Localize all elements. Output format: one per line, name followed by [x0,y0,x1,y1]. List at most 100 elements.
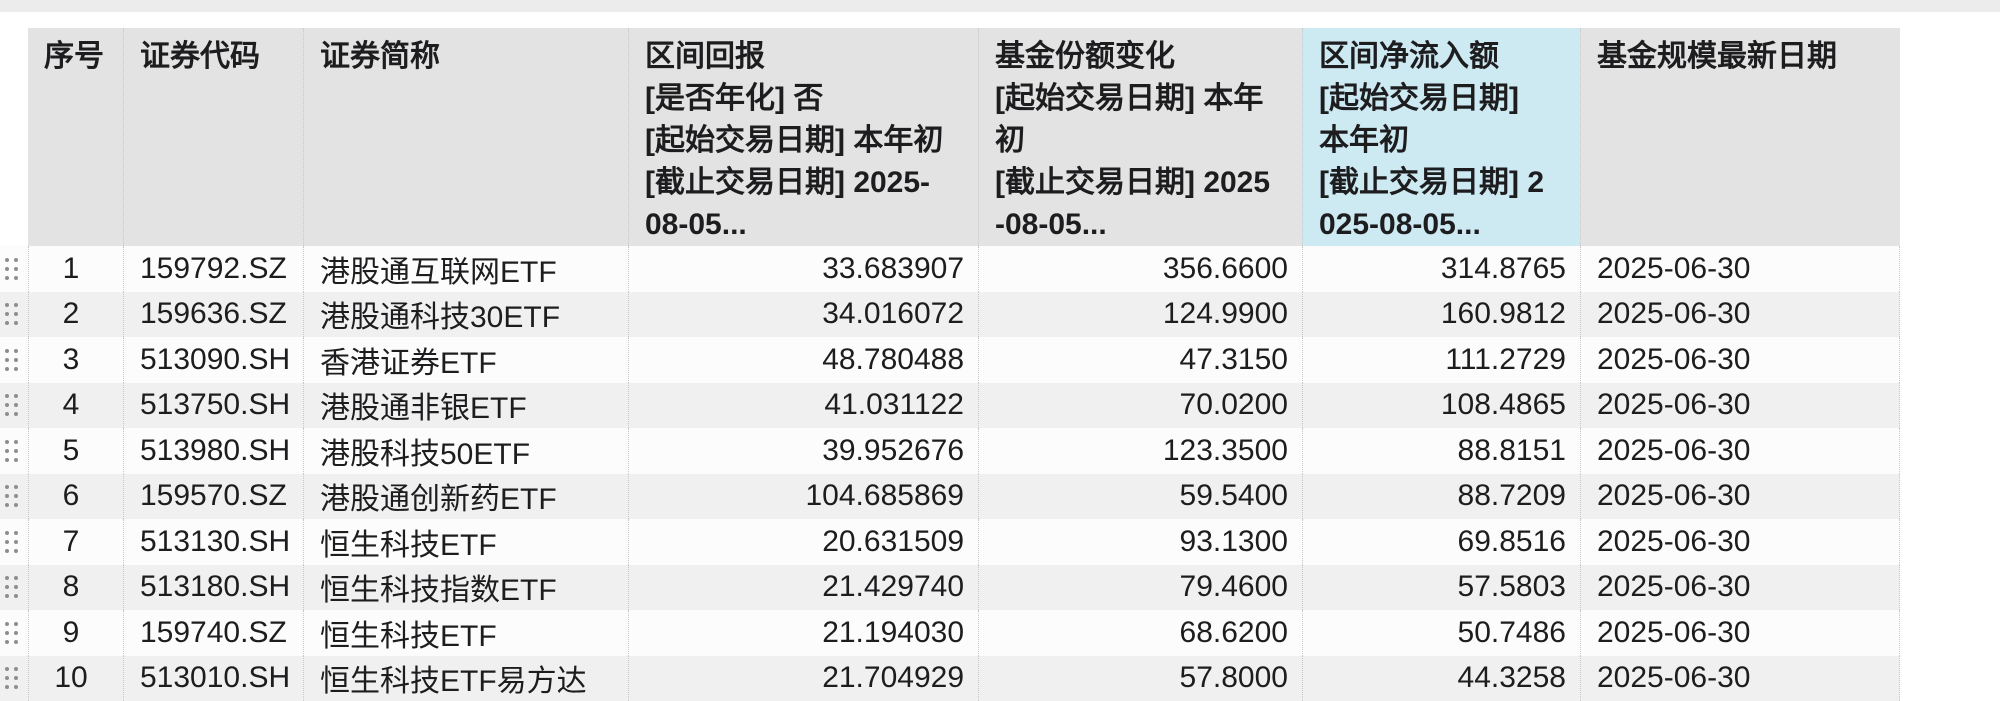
cell-code[interactable]: 513090.SH [123,337,303,383]
cell-index: 3 [28,337,123,383]
cell-scale-date: 2025-06-30 [1580,610,1900,656]
cell-net-inflow: 44.3258 [1302,655,1580,701]
cell-name[interactable]: 恒生科技ETF [303,519,628,565]
cell-code[interactable]: 159570.SZ [123,473,303,519]
cell-code[interactable]: 513130.SH [123,519,303,565]
cell-return: 104.685869 [628,473,978,519]
drag-handle-icon [5,439,18,462]
drag-handle-icon [5,257,18,280]
cell-name[interactable]: 香港证券ETF [303,337,628,383]
col-header-code[interactable]: 证券代码 [123,28,303,246]
cell-name[interactable]: 港股通科技30ETF [303,291,628,337]
table-row[interactable]: 10 513010.SH 恒生科技ETF易方达 21.704929 57.800… [0,655,1900,701]
cell-index: 9 [28,610,123,656]
cell-index: 6 [28,473,123,519]
drag-handle-icon [5,348,18,371]
cell-index: 5 [28,428,123,474]
drag-handle-icon [5,303,18,326]
cell-share-change: 124.9900 [978,291,1302,337]
cell-code[interactable]: 159740.SZ [123,610,303,656]
col-header-scale-date[interactable]: 基金规模最新日期 [1580,28,1900,246]
cell-scale-date: 2025-06-30 [1580,519,1900,565]
cell-index: 1 [28,246,123,292]
col-header-name[interactable]: 证券简称 [303,28,628,246]
table-body: 1 159792.SZ 港股通互联网ETF 33.683907 356.6600… [0,246,1900,701]
drag-handle[interactable] [0,292,28,338]
cell-return: 33.683907 [628,246,978,292]
cell-return: 21.704929 [628,655,978,701]
cell-name[interactable]: 港股通非银ETF [303,382,628,428]
cell-name[interactable]: 港股通创新药ETF [303,473,628,519]
cell-net-inflow: 69.8516 [1302,519,1580,565]
cell-share-change: 57.8000 [978,655,1302,701]
cell-name[interactable]: 恒生科技ETF [303,610,628,656]
cell-scale-date: 2025-06-30 [1580,246,1900,292]
drag-handle[interactable] [0,656,28,701]
table-header: 序号 证券代码 证券简称 区间回报 [是否年化] 否 [起始交易日期] 本年初 … [0,28,1900,246]
cell-net-inflow: 111.2729 [1302,337,1580,383]
toolbar-bottom-strip [0,0,2000,12]
drag-handle-icon [5,394,18,417]
cell-index: 8 [28,564,123,610]
cell-return: 39.952676 [628,428,978,474]
cell-code[interactable]: 513180.SH [123,564,303,610]
drag-handle-icon [5,485,18,508]
cell-scale-date: 2025-06-30 [1580,291,1900,337]
cell-index: 7 [28,519,123,565]
drag-handle[interactable] [0,565,28,611]
drag-handle[interactable] [0,428,28,474]
cell-net-inflow: 108.4865 [1302,382,1580,428]
drag-handle-icon [5,576,18,599]
drag-handle-icon [5,621,18,644]
cell-index: 2 [28,291,123,337]
cell-scale-date: 2025-06-30 [1580,428,1900,474]
drag-handle-icon [5,530,18,553]
cell-scale-date: 2025-06-30 [1580,564,1900,610]
drag-handle[interactable] [0,246,28,292]
cell-name[interactable]: 港股科技50ETF [303,428,628,474]
etf-fund-table: 序号 证券代码 证券简称 区间回报 [是否年化] 否 [起始交易日期] 本年初 … [0,28,1900,701]
cell-code[interactable]: 159792.SZ [123,246,303,292]
cell-net-inflow: 57.5803 [1302,564,1580,610]
table-row[interactable]: 1 159792.SZ 港股通互联网ETF 33.683907 356.6600… [0,246,1900,292]
table-row[interactable]: 4 513750.SH 港股通非银ETF 41.031122 70.0200 1… [0,382,1900,429]
col-header-share-change[interactable]: 基金份额变化 [起始交易日期] 本年 初 [截止交易日期] 2025 -08-0… [978,28,1302,246]
cell-share-change: 70.0200 [978,382,1302,428]
table-row[interactable]: 9 159740.SZ 恒生科技ETF 21.194030 68.6200 50… [0,610,1900,656]
cell-name[interactable]: 恒生科技ETF易方达 [303,655,628,701]
col-header-return[interactable]: 区间回报 [是否年化] 否 [起始交易日期] 本年初 [截止交易日期] 2025… [628,28,978,246]
drag-handle[interactable] [0,474,28,520]
cell-share-change: 47.3150 [978,337,1302,383]
drag-handle[interactable] [0,383,28,429]
table-row[interactable]: 8 513180.SH 恒生科技指数ETF 21.429740 79.4600 … [0,564,1900,611]
cell-return: 48.780488 [628,337,978,383]
cell-scale-date: 2025-06-30 [1580,473,1900,519]
cell-share-change: 356.6600 [978,246,1302,292]
drag-handle[interactable] [0,610,28,656]
cell-code[interactable]: 159636.SZ [123,291,303,337]
cell-code[interactable]: 513010.SH [123,655,303,701]
drag-handle[interactable] [0,337,28,383]
header-gutter [0,28,28,246]
table-row[interactable]: 2 159636.SZ 港股通科技30ETF 34.016072 124.990… [0,291,1900,338]
drag-handle-icon [5,667,18,690]
table-row[interactable]: 3 513090.SH 香港证券ETF 48.780488 47.3150 11… [0,337,1900,383]
cell-net-inflow: 314.8765 [1302,246,1580,292]
cell-code[interactable]: 513750.SH [123,382,303,428]
cell-code[interactable]: 513980.SH [123,428,303,474]
cell-name[interactable]: 港股通互联网ETF [303,246,628,292]
col-header-net-inflow[interactable]: 区间净流入额 [起始交易日期] 本年初 [截止交易日期] 2 025-08-05… [1302,28,1580,246]
table-row[interactable]: 7 513130.SH 恒生科技ETF 20.631509 93.1300 69… [0,519,1900,565]
col-header-index[interactable]: 序号 [28,28,123,246]
cell-share-change: 59.5400 [978,473,1302,519]
cell-share-change: 68.6200 [978,610,1302,656]
cell-share-change: 123.3500 [978,428,1302,474]
cell-net-inflow: 50.7486 [1302,610,1580,656]
table-row[interactable]: 5 513980.SH 港股科技50ETF 39.952676 123.3500… [0,428,1900,474]
cell-scale-date: 2025-06-30 [1580,655,1900,701]
drag-handle[interactable] [0,519,28,565]
cell-name[interactable]: 恒生科技指数ETF [303,564,628,610]
cell-scale-date: 2025-06-30 [1580,382,1900,428]
cell-return: 41.031122 [628,382,978,428]
table-row[interactable]: 6 159570.SZ 港股通创新药ETF 104.685869 59.5400… [0,473,1900,520]
